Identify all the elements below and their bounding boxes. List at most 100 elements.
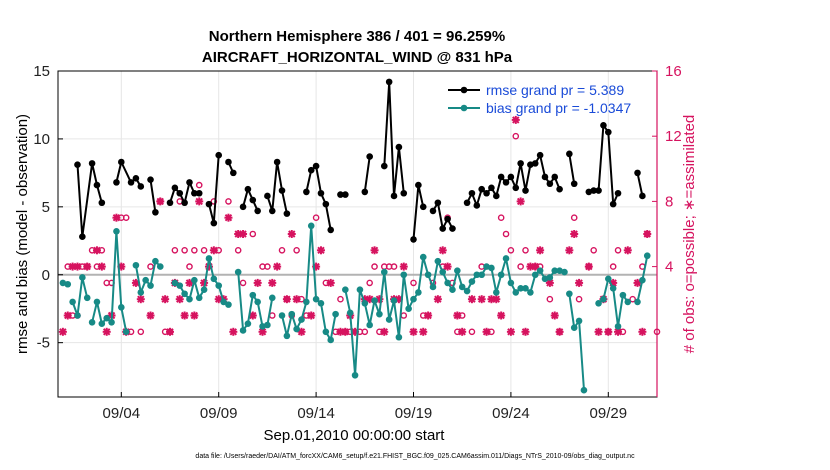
bias-point (502, 255, 510, 262)
bias-point (113, 227, 120, 235)
rmse-point (502, 179, 510, 186)
assimilated-obs-marker (638, 327, 647, 336)
assimilated-obs-marker (253, 278, 262, 287)
possible-obs-marker (171, 246, 179, 254)
star-stroke (546, 279, 554, 287)
bias-point (327, 336, 335, 344)
data-file-note: data file: /Users/raeder/DAI/ATM_forcXX/… (195, 453, 635, 460)
bias-point (268, 294, 276, 302)
rmse-point (551, 173, 559, 181)
y2-tick-label: 12 (665, 128, 682, 145)
star-stroke (317, 246, 325, 255)
rmse-point (166, 199, 174, 207)
rmse-point (171, 184, 179, 192)
star-stroke (102, 328, 111, 336)
possible-obs-marker (337, 295, 344, 303)
star-stroke (180, 311, 189, 320)
bias-point (142, 276, 149, 284)
star-stroke (551, 311, 559, 320)
possible-obs-marker (570, 214, 578, 221)
y2-tick-label: 4 (665, 259, 673, 276)
rmse-point (380, 162, 388, 170)
assimilated-obs-marker (643, 230, 652, 238)
star-stroke (307, 311, 315, 320)
rmse-point (303, 188, 310, 196)
assimilated-obs-marker (268, 278, 277, 287)
bias-point (346, 309, 354, 317)
bias-point (351, 371, 359, 379)
possible-obs-marker (371, 263, 378, 270)
bias-point (463, 287, 471, 295)
possible-obs-marker (225, 198, 232, 205)
bias-point (156, 263, 164, 270)
bias-point (570, 324, 578, 332)
bias-point (395, 333, 403, 341)
bias-point (609, 285, 617, 292)
assimilated-obs-marker (594, 327, 603, 336)
rmse-point (132, 175, 140, 182)
assimilated-obs-marker (224, 213, 233, 222)
bias-point (366, 321, 373, 329)
bias-point (497, 271, 505, 279)
assimilated-obs-marker (409, 327, 418, 336)
rmse-point (605, 128, 612, 136)
assimilated-obs-marker (492, 295, 501, 304)
bias-point (478, 271, 485, 279)
rmse-point (147, 176, 154, 183)
rmse-point (254, 207, 261, 215)
bias-point (205, 255, 213, 262)
star-stroke (531, 262, 539, 271)
bias-point (522, 285, 529, 292)
star-stroke (477, 295, 486, 303)
bias-point (64, 280, 72, 288)
bias-point (512, 289, 520, 296)
possible-obs-marker (522, 246, 529, 254)
rmse-point (98, 199, 106, 207)
assimilated-obs-marker (63, 311, 72, 320)
chart-subtitle: AIRCRAFT_HORIZONTAL_WIND @ 831 hPa (202, 49, 513, 66)
rmse-point (410, 236, 417, 243)
rmse-point (176, 189, 184, 197)
rmse-point (536, 151, 544, 159)
rmse-point (497, 173, 505, 181)
star-stroke (512, 116, 520, 124)
rmse-point (429, 207, 437, 215)
possible-obs-marker (181, 246, 188, 254)
star-stroke (156, 197, 164, 206)
star-stroke (419, 328, 427, 336)
y-tick-label: 15 (33, 63, 50, 80)
rmse-point (137, 183, 145, 190)
bias-point (376, 310, 383, 318)
axis-ticks: 09/04 09/09 09/14 09/19 09/24 09/29 -5 0 5 10 15 4 8… (33, 63, 681, 422)
star-stroke (268, 279, 276, 287)
chart-title: Northern Hemisphere 386 / 401 = 96.259% (209, 28, 505, 45)
assimilated-obs-marker (326, 278, 335, 287)
assimilated-obs-marker (190, 311, 199, 320)
assimilated-obs-marker (565, 246, 574, 255)
assimilated-obs-marker (273, 262, 282, 271)
rmse-point (249, 196, 257, 204)
star-stroke (93, 246, 101, 255)
possible-obs-marker (249, 230, 257, 238)
assimilated-obs-marker (458, 327, 467, 336)
possible-obs-marker (147, 263, 154, 270)
star-stroke (439, 246, 447, 255)
rmse-point (570, 180, 578, 188)
bias-point (322, 328, 330, 336)
bias-point (132, 261, 140, 269)
bias-point (536, 267, 544, 274)
assimilated-obs-marker (161, 295, 170, 304)
bias-point (264, 321, 271, 329)
rmse-point (566, 150, 573, 158)
star-stroke (288, 230, 296, 238)
rmse-point (342, 191, 349, 198)
assimilated-obs-marker (482, 327, 491, 336)
rmse-point (268, 207, 276, 215)
assimilated-obs-marker (136, 295, 145, 304)
assimilated-obs-marker (180, 311, 189, 320)
bias-point (400, 271, 408, 279)
rmse-point (512, 184, 520, 192)
assimilated-obs-marker (531, 262, 540, 271)
star-stroke (555, 328, 564, 336)
assimilated-obs-marker (292, 295, 301, 304)
